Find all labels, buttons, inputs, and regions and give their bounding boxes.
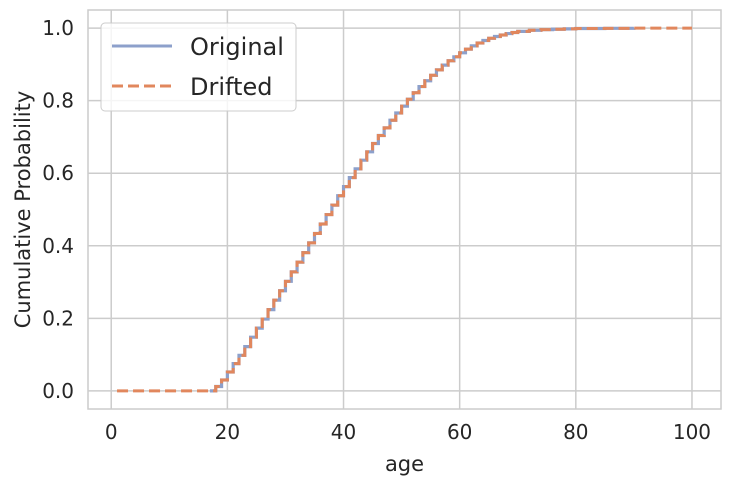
- y-tick-label: 0.4: [42, 234, 74, 258]
- x-axis-ticks: 0 20 40 60 80 100: [105, 420, 711, 444]
- x-tick-label: 100: [673, 420, 711, 444]
- y-tick-label: 0.2: [42, 306, 74, 330]
- x-axis-title: age: [385, 452, 424, 476]
- x-tick-label: 0: [105, 420, 118, 444]
- y-tick-label: 1.0: [42, 16, 74, 40]
- y-tick-label: 0.6: [42, 161, 74, 185]
- x-tick-label: 60: [447, 420, 472, 444]
- y-axis-title: Cumulative Probability: [11, 91, 35, 329]
- series-line-drifted: [117, 26, 692, 393]
- legend: Original Drifted: [100, 22, 297, 112]
- x-tick-label: 40: [331, 420, 356, 444]
- plot-area-frame: [87, 9, 722, 410]
- x-tick-label: 80: [563, 420, 588, 444]
- y-axis-ticks: 0.0 0.2 0.4 0.6 0.8 1.0: [42, 16, 74, 403]
- legend-label-drifted: Drifted: [190, 73, 272, 101]
- y-tick-label: 0.8: [42, 89, 74, 113]
- legend-label-original: Original: [190, 33, 284, 61]
- series-layer: [117, 26, 692, 393]
- x-tick-label: 20: [215, 420, 240, 444]
- y-tick-label: 0.0: [42, 379, 74, 403]
